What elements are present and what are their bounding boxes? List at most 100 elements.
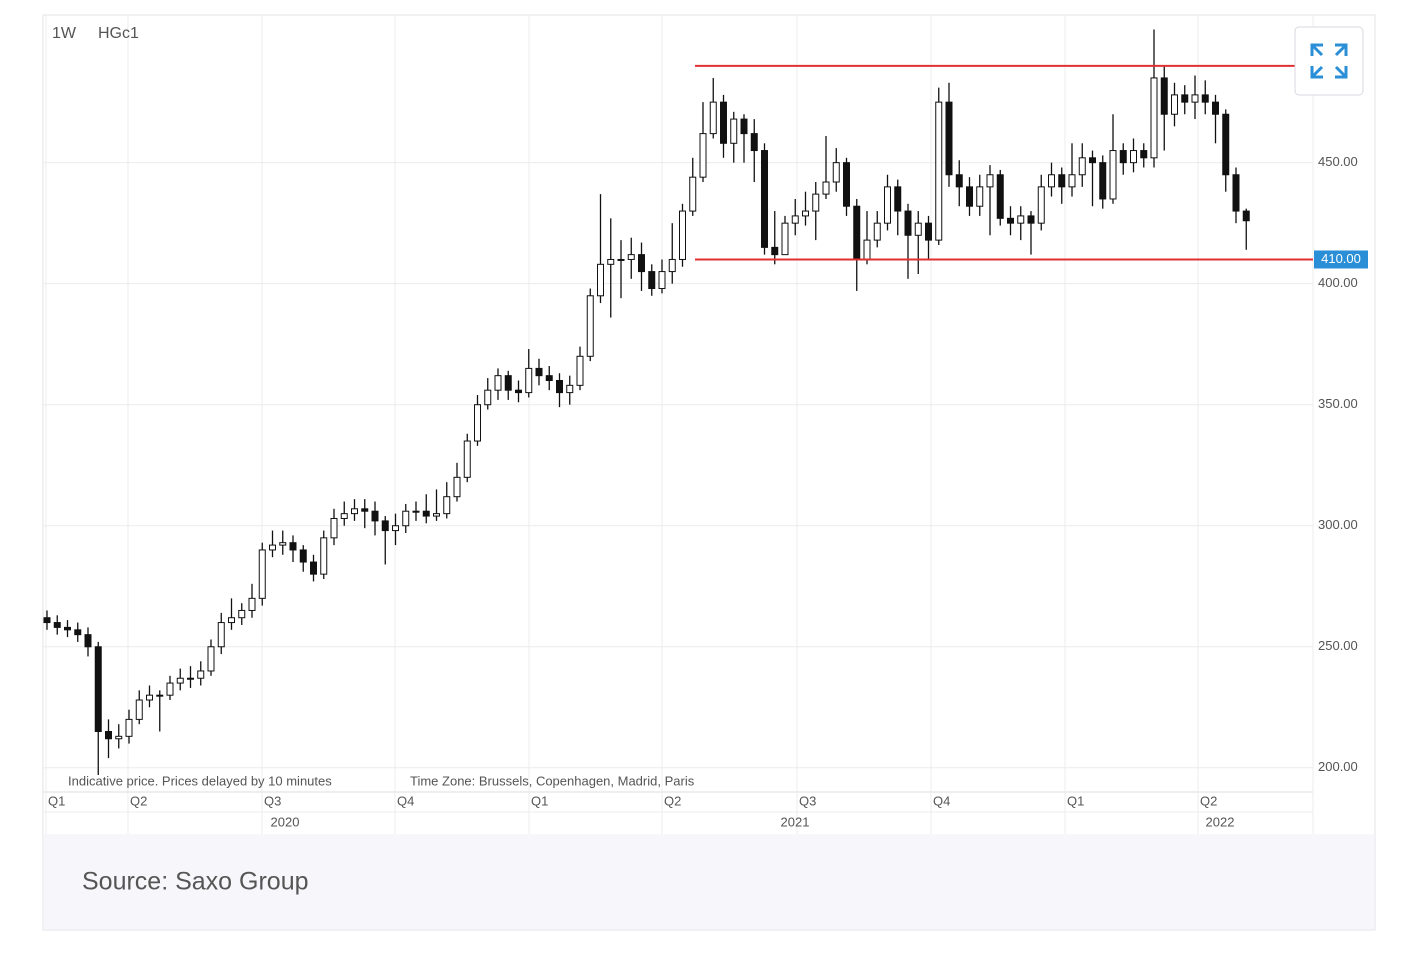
y-tick-label: 400.00: [1318, 275, 1358, 290]
candle-body: [996, 174, 1004, 219]
last-price-box: [1314, 250, 1368, 269]
candle-body: [976, 186, 984, 207]
caption-box: [44, 834, 1374, 929]
x-tick-label: Q1: [531, 793, 548, 808]
candle-body: [761, 150, 768, 248]
candle-body: [1201, 94, 1209, 103]
candle-body: [791, 215, 799, 224]
candle-body: [740, 118, 748, 135]
candle-body: [1089, 157, 1096, 164]
year-label: 2022: [1206, 814, 1235, 829]
x-tick-label: Q3: [264, 793, 281, 808]
candle-body: [207, 646, 215, 672]
x-tick-label: Q2: [1200, 793, 1217, 808]
candle-body: [269, 544, 276, 551]
candle-body: [515, 389, 522, 394]
candle-body: [607, 258, 615, 265]
candle-body: [1191, 94, 1199, 103]
candle-body: [289, 542, 297, 551]
candle-body: [699, 133, 707, 178]
footnote: Indicative price. Prices delayed by 10 m…: [68, 773, 332, 788]
candle-body: [1150, 77, 1158, 159]
candle-body: [176, 677, 184, 684]
candle-body: [1007, 217, 1014, 224]
candle-body: [156, 694, 164, 697]
interval: 1W: [52, 25, 77, 42]
candle-body: [1099, 162, 1107, 200]
year-label: 2020: [271, 814, 300, 829]
candle-body: [187, 677, 194, 680]
candle-body: [43, 617, 51, 624]
caption: Source: Saxo Group: [82, 868, 309, 896]
candle-body: [371, 510, 379, 522]
candle-body: [453, 476, 461, 498]
candle-body: [494, 375, 502, 391]
candle-body: [914, 222, 922, 236]
candle-body: [74, 629, 82, 636]
candle-body: [392, 525, 399, 532]
plot: [43, 29, 1250, 776]
candle-body: [771, 246, 779, 256]
candle-body: [720, 101, 727, 144]
candle-body: [689, 176, 697, 212]
candle-body: [781, 222, 789, 256]
candle-body: [873, 222, 881, 241]
candle-body: [1058, 174, 1066, 188]
candle-body: [822, 181, 830, 195]
candle-body: [381, 520, 389, 532]
grid: [43, 15, 1313, 834]
candle-body: [955, 174, 963, 188]
candle-body: [115, 735, 123, 740]
candle-body: [1130, 150, 1137, 164]
candle-body: [504, 375, 512, 391]
candle-body: [1068, 174, 1076, 188]
candle-body: [330, 517, 338, 539]
candle-body: [668, 258, 676, 273]
candle-body: [238, 609, 246, 619]
candle-body: [422, 510, 430, 517]
candle-body: [535, 367, 543, 377]
candle-body: [412, 510, 420, 513]
x-tick-label: Q4: [933, 793, 950, 808]
x-tick-label: Q2: [130, 793, 147, 808]
candle-body: [904, 210, 912, 236]
candle-body: [258, 549, 266, 599]
candle-body: [484, 389, 492, 406]
candle-body: [648, 271, 656, 290]
candle-body: [1181, 94, 1189, 103]
candle-body: [1048, 174, 1055, 188]
candle-body: [617, 258, 625, 261]
candle-body: [197, 670, 205, 679]
candle-body: [566, 384, 574, 394]
candle-body: [945, 101, 953, 176]
y-tick-label: 200.00: [1318, 759, 1358, 774]
candle-body: [679, 210, 686, 260]
candle-body: [64, 626, 71, 631]
candle-body: [894, 186, 902, 212]
expand-button[interactable]: [1294, 26, 1364, 96]
candle-body: [525, 367, 533, 394]
candle-body: [812, 193, 820, 212]
year-label: 2021: [781, 814, 810, 829]
candle-body: [1222, 113, 1230, 176]
candle-body: [966, 186, 973, 207]
candle-body: [658, 271, 666, 290]
y-tick-label: 450.00: [1318, 154, 1358, 169]
candle-body: [853, 205, 861, 260]
candle-body: [94, 646, 102, 732]
x-tick-label: Q1: [1067, 793, 1084, 808]
candle-body: [1017, 215, 1025, 224]
candle-body: [125, 718, 133, 737]
candle-body: [884, 186, 891, 224]
candle-body: [340, 513, 348, 519]
candle-body: [217, 622, 225, 648]
candle-body: [925, 222, 932, 241]
x-tick-label: Q2: [664, 793, 681, 808]
timezone: Time Zone: Brussels, Copenhagen, Madrid,…: [410, 773, 695, 788]
last-price-label: 410.00: [1321, 251, 1361, 266]
candle-body: [935, 101, 943, 241]
candle-body: [832, 162, 840, 183]
candle-body: [843, 162, 850, 207]
